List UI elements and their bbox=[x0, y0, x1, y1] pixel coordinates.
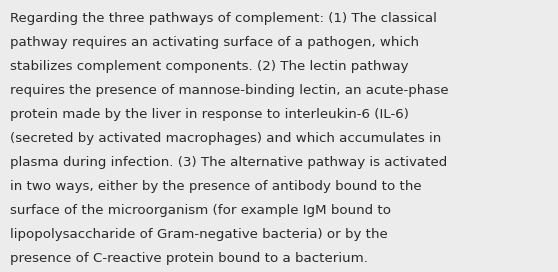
Text: Regarding the three pathways of complement: (1) The classical: Regarding the three pathways of compleme… bbox=[10, 12, 437, 25]
Text: protein made by the liver in response to interleukin-6 (IL-6): protein made by the liver in response to… bbox=[10, 108, 409, 121]
Text: requires the presence of mannose-binding lectin, an acute-phase: requires the presence of mannose-binding… bbox=[10, 84, 449, 97]
Text: pathway requires an activating surface of a pathogen, which: pathway requires an activating surface o… bbox=[10, 36, 419, 49]
Text: presence of C-reactive protein bound to a bacterium.: presence of C-reactive protein bound to … bbox=[10, 252, 368, 265]
Text: (secreted by activated macrophages) and which accumulates in: (secreted by activated macrophages) and … bbox=[10, 132, 441, 145]
Text: in two ways, either by the presence of antibody bound to the: in two ways, either by the presence of a… bbox=[10, 180, 422, 193]
Text: plasma during infection. (3) The alternative pathway is activated: plasma during infection. (3) The alterna… bbox=[10, 156, 448, 169]
Text: stabilizes complement components. (2) The lectin pathway: stabilizes complement components. (2) Th… bbox=[10, 60, 408, 73]
Text: surface of the microorganism (for example IgM bound to: surface of the microorganism (for exampl… bbox=[10, 204, 391, 217]
Text: lipopolysaccharide of Gram-negative bacteria) or by the: lipopolysaccharide of Gram-negative bact… bbox=[10, 228, 388, 241]
